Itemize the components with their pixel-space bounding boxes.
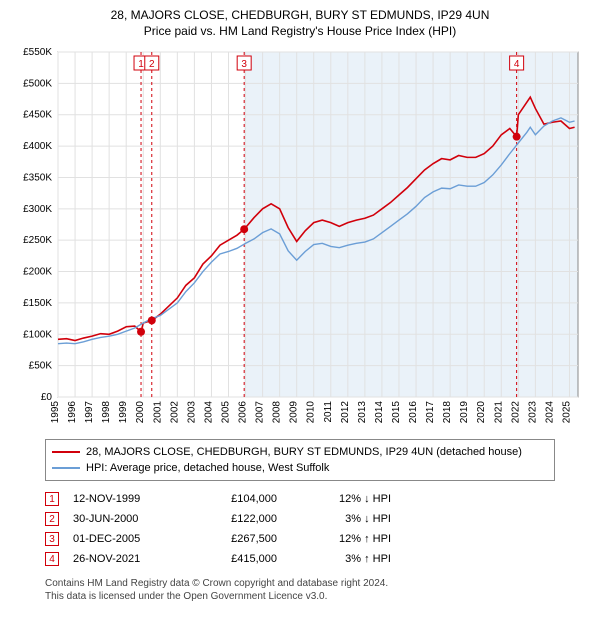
svg-text:2: 2 — [149, 59, 155, 70]
svg-text:£250K: £250K — [23, 235, 52, 246]
svg-text:2012: 2012 — [340, 401, 351, 424]
legend: 28, MAJORS CLOSE, CHEDBURGH, BURY ST EDM… — [45, 439, 555, 481]
legend-label: 28, MAJORS CLOSE, CHEDBURGH, BURY ST EDM… — [86, 444, 522, 460]
svg-text:1995: 1995 — [50, 401, 61, 424]
chart-container: £0£50K£100K£150K£200K£250K£300K£350K£400… — [10, 44, 590, 429]
svg-text:2002: 2002 — [169, 401, 180, 424]
svg-text:2001: 2001 — [152, 401, 163, 424]
svg-text:1: 1 — [138, 59, 144, 70]
svg-text:4: 4 — [514, 59, 520, 70]
footnote: Contains HM Land Registry data © Crown c… — [45, 577, 590, 603]
note-diff: 3% ↑ HPI — [291, 553, 391, 565]
note-price: £122,000 — [197, 513, 277, 525]
legend-label: HPI: Average price, detached house, West… — [86, 460, 329, 476]
note-diff: 3% ↓ HPI — [291, 513, 391, 525]
svg-text:2009: 2009 — [289, 401, 300, 424]
svg-text:£500K: £500K — [23, 78, 52, 89]
svg-text:2019: 2019 — [459, 401, 470, 424]
svg-text:2017: 2017 — [425, 401, 436, 424]
note-date: 30-JUN-2000 — [73, 513, 183, 525]
svg-text:1996: 1996 — [67, 401, 78, 424]
note-marker: 3 — [45, 532, 59, 546]
svg-text:£450K: £450K — [23, 110, 52, 121]
footnote-line1: Contains HM Land Registry data © Crown c… — [45, 577, 590, 590]
chart-subtitle: Price paid vs. HM Land Registry's House … — [10, 24, 590, 38]
svg-text:2013: 2013 — [357, 401, 368, 424]
svg-text:2023: 2023 — [527, 401, 538, 424]
svg-text:2022: 2022 — [510, 401, 521, 424]
svg-text:2014: 2014 — [374, 401, 385, 424]
svg-text:£550K: £550K — [23, 47, 52, 58]
svg-text:2003: 2003 — [186, 401, 197, 424]
svg-text:2025: 2025 — [561, 401, 572, 424]
svg-text:1998: 1998 — [101, 401, 112, 424]
svg-text:£300K: £300K — [23, 204, 52, 215]
note-marker: 4 — [45, 552, 59, 566]
svg-text:£350K: £350K — [23, 172, 52, 183]
svg-text:£100K: £100K — [23, 329, 52, 340]
legend-swatch — [52, 451, 80, 453]
svg-text:1997: 1997 — [84, 401, 95, 424]
transaction-notes: 1 12-NOV-1999 £104,000 12% ↓ HPI 2 30-JUN-200… — [45, 489, 590, 569]
svg-text:£400K: £400K — [23, 141, 52, 152]
svg-text:2007: 2007 — [255, 401, 266, 424]
svg-text:3: 3 — [241, 59, 247, 70]
svg-text:2000: 2000 — [135, 401, 146, 424]
svg-text:2006: 2006 — [238, 401, 249, 424]
svg-text:2008: 2008 — [272, 401, 283, 424]
svg-text:2024: 2024 — [544, 401, 555, 424]
note-marker: 2 — [45, 512, 59, 526]
svg-text:2018: 2018 — [442, 401, 453, 424]
svg-text:2010: 2010 — [306, 401, 317, 424]
price-chart: £0£50K£100K£150K£200K£250K£300K£350K£400… — [10, 44, 590, 424]
note-marker: 1 — [45, 492, 59, 506]
footnote-line2: This data is licensed under the Open Gov… — [45, 590, 590, 603]
chart-title: 28, MAJORS CLOSE, CHEDBURGH, BURY ST EDM… — [10, 8, 590, 22]
note-row: 2 30-JUN-2000 £122,000 3% ↓ HPI — [45, 509, 590, 529]
svg-text:2020: 2020 — [476, 401, 487, 424]
note-price: £267,500 — [197, 533, 277, 545]
svg-text:£200K: £200K — [23, 267, 52, 278]
svg-text:2005: 2005 — [220, 401, 231, 424]
note-price: £415,000 — [197, 553, 277, 565]
svg-text:2011: 2011 — [323, 401, 334, 423]
note-date: 12-NOV-1999 — [73, 493, 183, 505]
legend-swatch — [52, 467, 80, 469]
svg-text:2015: 2015 — [391, 401, 402, 424]
legend-item: 28, MAJORS CLOSE, CHEDBURGH, BURY ST EDM… — [52, 444, 548, 460]
note-diff: 12% ↑ HPI — [291, 533, 391, 545]
svg-text:1999: 1999 — [118, 401, 129, 424]
note-row: 4 26-NOV-2021 £415,000 3% ↑ HPI — [45, 549, 590, 569]
svg-text:2004: 2004 — [203, 401, 214, 424]
note-date: 01-DEC-2005 — [73, 533, 183, 545]
chart-titles: 28, MAJORS CLOSE, CHEDBURGH, BURY ST EDM… — [10, 8, 590, 38]
note-row: 3 01-DEC-2005 £267,500 12% ↑ HPI — [45, 529, 590, 549]
svg-text:£50K: £50K — [29, 361, 53, 372]
svg-text:2021: 2021 — [493, 401, 504, 424]
svg-text:2016: 2016 — [408, 401, 419, 424]
note-diff: 12% ↓ HPI — [291, 493, 391, 505]
svg-text:£150K: £150K — [23, 298, 52, 309]
note-date: 26-NOV-2021 — [73, 553, 183, 565]
note-price: £104,000 — [197, 493, 277, 505]
legend-item: HPI: Average price, detached house, West… — [52, 460, 548, 476]
note-row: 1 12-NOV-1999 £104,000 12% ↓ HPI — [45, 489, 590, 509]
